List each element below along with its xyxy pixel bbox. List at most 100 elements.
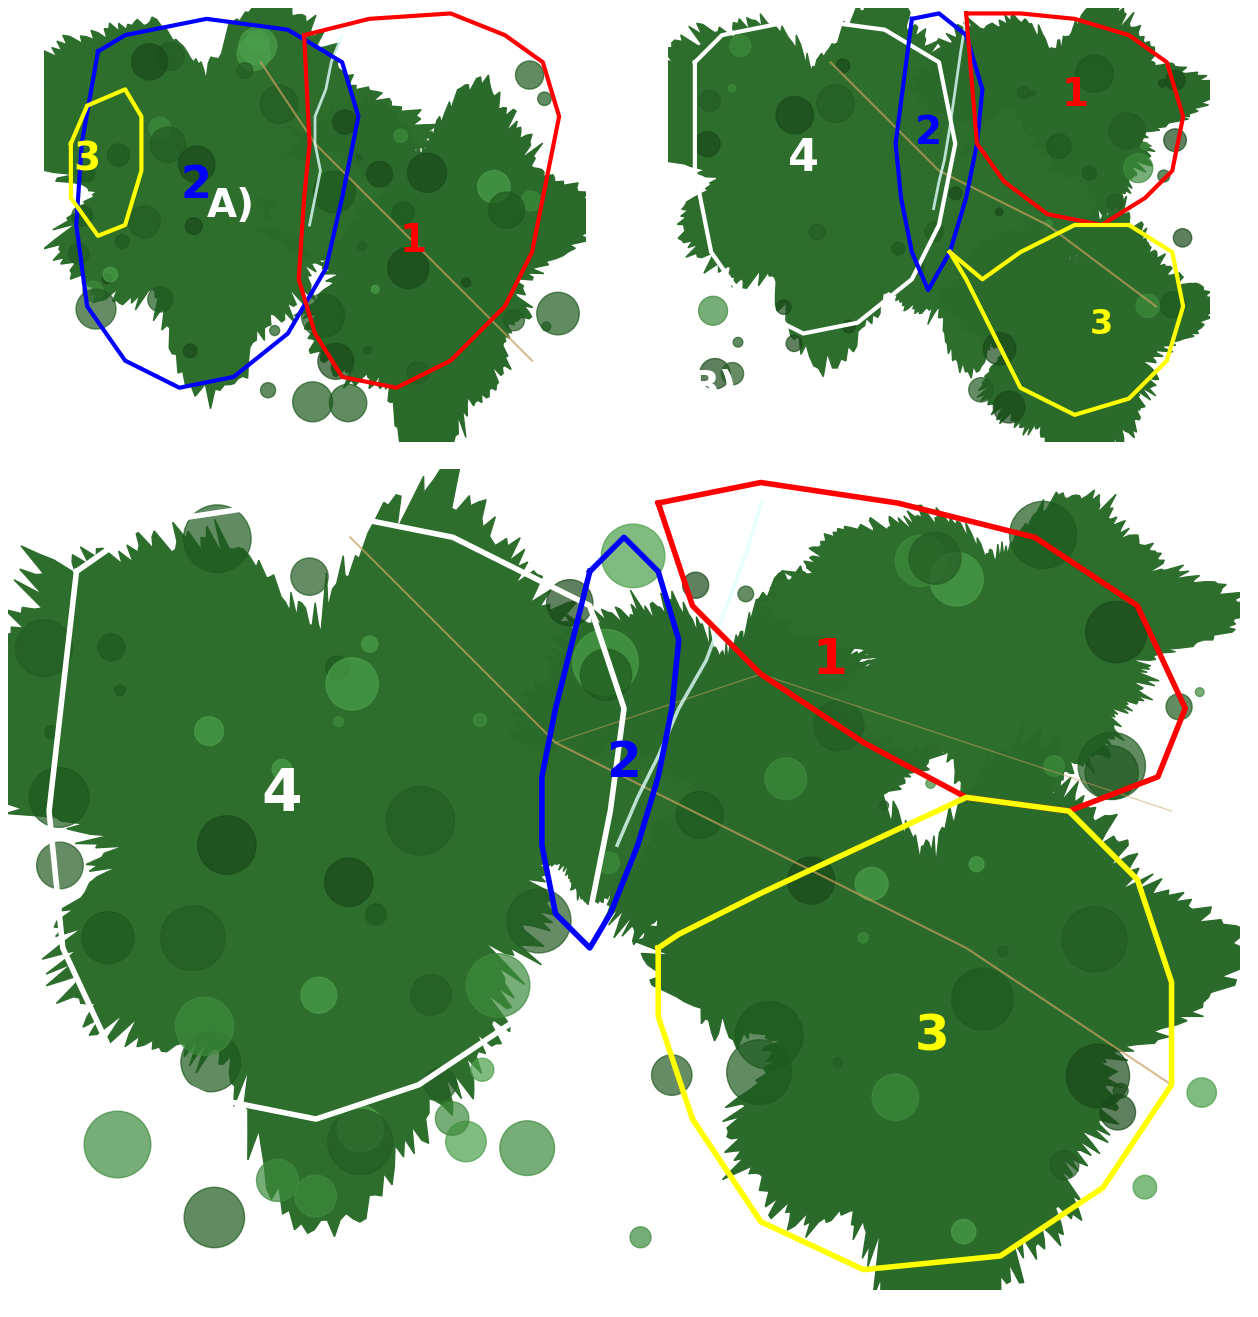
Circle shape [699,358,730,389]
Circle shape [872,1075,918,1121]
Circle shape [82,911,135,964]
Circle shape [833,1058,842,1067]
Circle shape [537,92,551,105]
Circle shape [1029,90,1035,96]
Circle shape [630,1227,652,1247]
Circle shape [727,1040,791,1105]
Circle shape [75,290,116,329]
Circle shape [147,287,174,312]
Circle shape [181,1033,240,1092]
Circle shape [598,852,619,873]
Circle shape [537,292,579,335]
Circle shape [269,325,279,336]
Circle shape [84,1112,151,1177]
Circle shape [816,84,854,122]
Text: 2: 2 [915,113,942,151]
Circle shape [116,234,130,249]
Circle shape [735,1002,803,1069]
Circle shape [357,241,367,250]
Circle shape [930,553,984,606]
Circle shape [78,165,94,182]
Circle shape [926,778,936,789]
Circle shape [776,300,791,315]
Circle shape [1160,292,1186,317]
Circle shape [1110,113,1145,149]
Polygon shape [508,566,951,1050]
Circle shape [1133,1175,1156,1198]
Circle shape [998,946,1008,956]
Circle shape [371,286,379,294]
Polygon shape [248,150,385,259]
Circle shape [326,657,379,710]
Polygon shape [936,196,1219,502]
Circle shape [150,126,186,162]
Circle shape [1174,229,1191,248]
Circle shape [995,208,1003,216]
Circle shape [855,868,888,901]
Circle shape [677,792,723,839]
Circle shape [1157,170,1170,182]
Circle shape [1166,694,1193,720]
Circle shape [132,43,167,80]
Circle shape [1099,1094,1136,1130]
Circle shape [128,205,160,238]
Circle shape [337,1105,384,1152]
Circle shape [580,649,632,701]
Polygon shape [0,0,439,408]
Circle shape [892,242,905,255]
Circle shape [1188,1077,1216,1108]
Circle shape [114,685,126,695]
Circle shape [333,716,343,727]
Circle shape [1159,79,1166,87]
Circle shape [175,997,234,1055]
Circle shape [765,757,806,799]
Circle shape [488,192,525,228]
Circle shape [406,362,429,383]
Circle shape [1141,142,1149,150]
Circle shape [699,91,721,112]
Circle shape [879,801,888,810]
Text: 1: 1 [399,223,426,261]
Circle shape [547,579,593,626]
Circle shape [1076,55,1113,92]
Circle shape [184,1188,244,1247]
Circle shape [786,336,803,352]
Circle shape [1018,87,1029,99]
Circle shape [1107,194,1123,211]
Circle shape [325,859,374,906]
Text: 3: 3 [1091,307,1113,341]
Circle shape [318,344,353,379]
Circle shape [843,320,855,333]
Circle shape [467,954,530,1017]
Circle shape [950,187,962,200]
Circle shape [969,378,993,402]
Circle shape [365,903,386,925]
Circle shape [257,1159,298,1201]
Circle shape [969,857,984,872]
Circle shape [161,906,225,971]
Circle shape [1113,1084,1128,1098]
Circle shape [994,391,1025,423]
Circle shape [698,296,727,325]
Circle shape [694,132,720,157]
Circle shape [179,146,215,183]
Circle shape [330,385,367,421]
Text: 3: 3 [73,141,101,179]
Circle shape [445,1121,487,1162]
Circle shape [291,558,328,595]
Circle shape [392,202,414,224]
Circle shape [184,504,252,573]
Circle shape [652,1055,692,1096]
Circle shape [1045,220,1052,227]
Circle shape [98,633,125,661]
Circle shape [572,630,638,695]
Circle shape [435,1102,469,1135]
Text: B): B) [689,369,737,407]
Circle shape [239,28,277,65]
Circle shape [107,144,130,166]
Circle shape [247,30,269,53]
Circle shape [394,129,408,142]
Circle shape [1062,907,1127,972]
Circle shape [327,1109,392,1175]
Polygon shape [761,490,1258,831]
